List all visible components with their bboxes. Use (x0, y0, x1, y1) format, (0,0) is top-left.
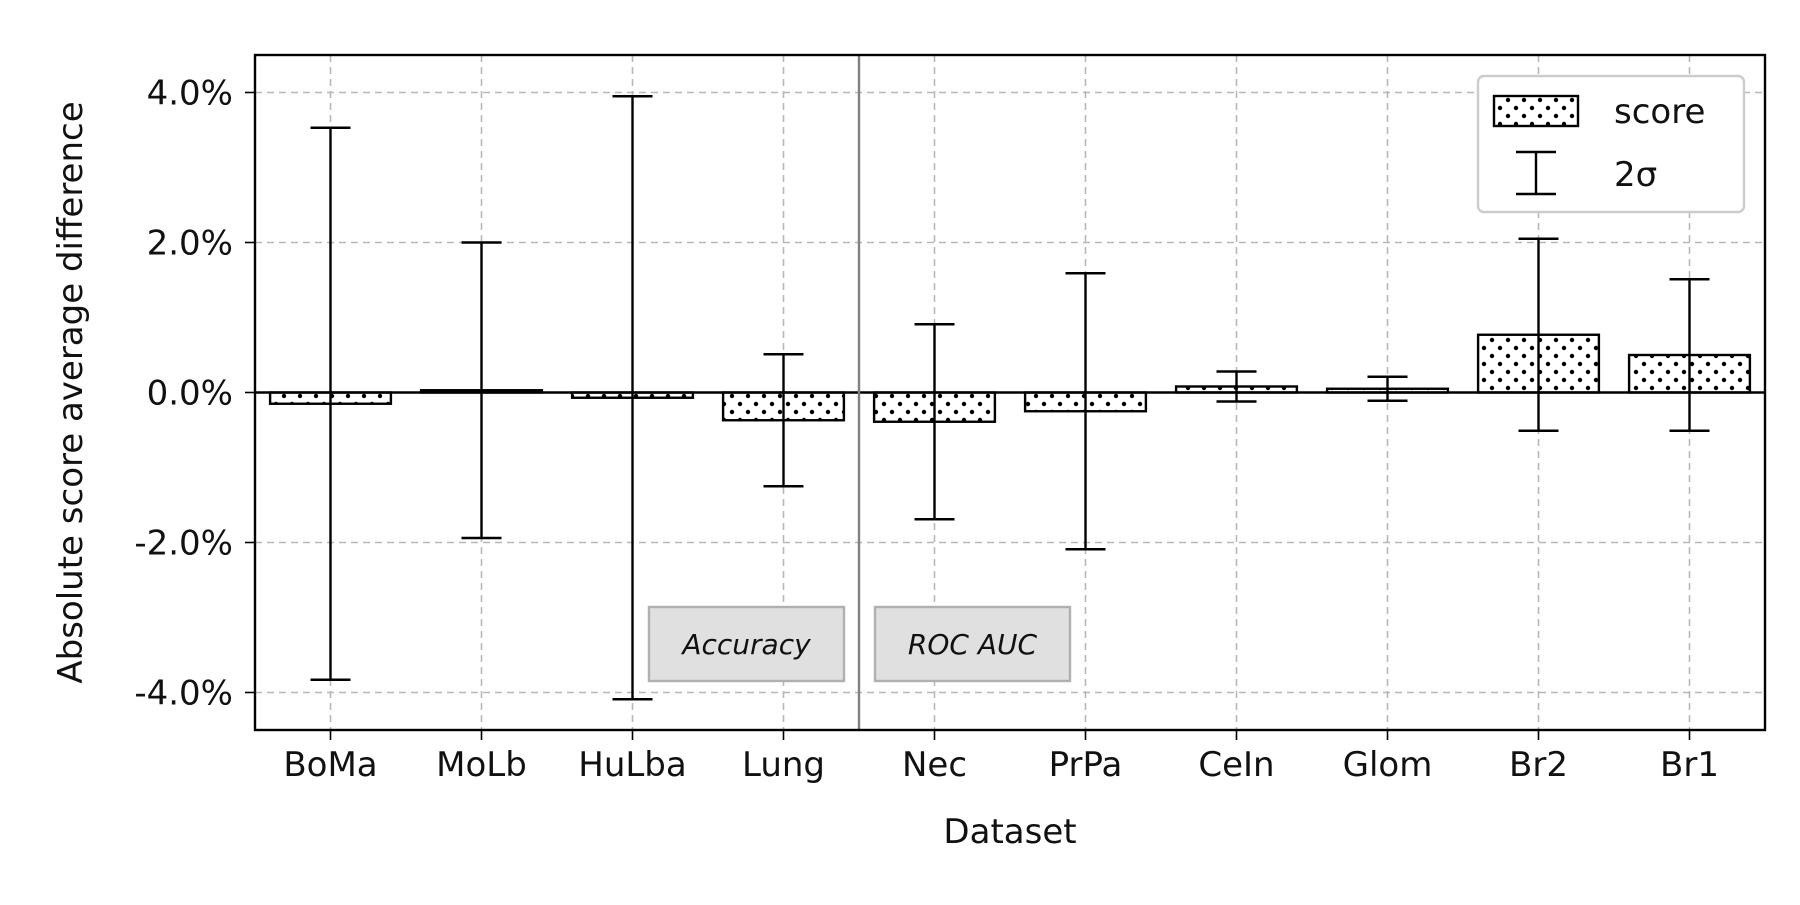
metric-label: ROC AUC (908, 628, 1038, 661)
y-tick-label: 0.0% (147, 374, 233, 414)
x-tick-label: MoLb (436, 745, 527, 785)
legend-swatch-score (1492, 94, 1580, 128)
y-axis-title: Absolute score average difference (51, 101, 91, 683)
metric-label: Accuracy (680, 628, 811, 661)
metric-groups: Accuracy ROC AUC (647, 605, 1072, 683)
y-tick-label: -4.0% (134, 674, 233, 714)
x-axis-title: Dataset (943, 812, 1076, 852)
bars (268, 333, 1752, 423)
legend-label-score: score (1614, 92, 1705, 132)
y-tick-label: 4.0% (147, 74, 233, 114)
legend-label-2sigma: 2σ (1614, 155, 1657, 195)
y-tick-label: 2.0% (147, 224, 233, 264)
metric-label-box (647, 605, 846, 683)
metric-label-box (873, 605, 1072, 683)
x-tick-label: PrPa (1049, 745, 1123, 785)
x-tick-label: CeIn (1198, 745, 1274, 785)
legend: score 2σ (1476, 74, 1746, 214)
x-tick-label: HuLba (578, 745, 686, 785)
x-tick-label: Br2 (1509, 745, 1568, 785)
tick-labels: -4.0% -2.0% 0.0% 2.0% 4.0% BoMa MoLb HuLba Lung N… (134, 74, 1719, 786)
y-tick-label: -2.0% (134, 524, 233, 564)
x-tick-label: Nec (902, 745, 967, 785)
x-tick-label: BoMa (283, 745, 377, 785)
x-tick-label: Lung (742, 745, 825, 785)
x-tick-label: Glom (1343, 745, 1433, 785)
x-tick-label: Br1 (1660, 745, 1719, 785)
axes (253, 53, 1767, 732)
error-bars (310, 95, 1710, 701)
